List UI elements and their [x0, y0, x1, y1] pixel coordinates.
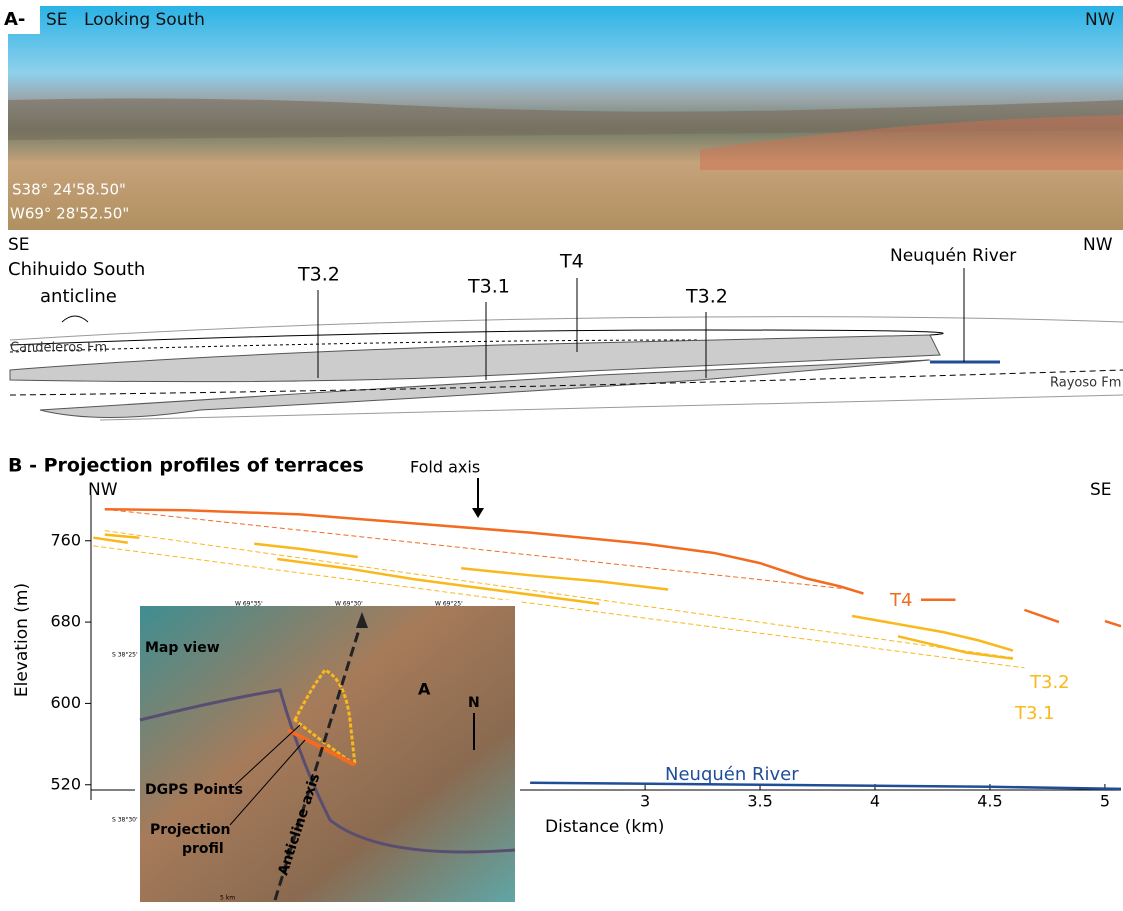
fit-line	[105, 509, 852, 589]
x-tick-label: 4.5	[977, 792, 1002, 811]
y-tick-label: 760	[50, 530, 81, 549]
x-tick-label: 4	[870, 792, 880, 811]
dir: NW	[1083, 235, 1113, 255]
chart-title: B - Projection profiles of terraces	[8, 455, 364, 477]
series-label: T3.2	[1029, 672, 1070, 693]
y-axis-label: Elevation (m)	[12, 583, 32, 697]
series-label: Neuquén River	[665, 764, 799, 785]
fold-arrowhead	[472, 508, 484, 518]
coord: S38° 24'58.50"	[12, 181, 126, 199]
terrace-label: T3.1	[467, 276, 510, 298]
figure-svg: A- SE Looking South NW S38° 24'58.50" W6…	[0, 0, 1123, 911]
river-label: Neuquén River	[890, 246, 1016, 266]
formation: Rayoso Fm	[1050, 376, 1121, 391]
series-label: T4	[889, 590, 912, 611]
figure: A- SE Looking South NW S38° 24'58.50" W6…	[0, 0, 1123, 911]
sketch-line	[10, 317, 1123, 340]
view: Looking South	[84, 10, 205, 30]
y-tick-label: 600	[50, 693, 81, 712]
coord: W 69°25'	[435, 601, 463, 608]
inset-label: Projection	[150, 822, 230, 838]
x-axis-label: Distance (km)	[545, 817, 664, 837]
dir: SE	[8, 235, 30, 255]
series-label: T3.1	[1014, 703, 1055, 724]
terrace-label: T3.2	[297, 264, 340, 286]
dir: SE	[1090, 480, 1112, 500]
dir: SE	[46, 10, 68, 30]
coord: S 38°30'	[112, 817, 138, 824]
dir: NW	[1085, 10, 1115, 30]
x-tick-label: 3.5	[747, 792, 772, 811]
anticline-word: anticline	[40, 286, 117, 307]
coord: W 69°35'	[235, 601, 263, 608]
fold-axis: Fold axis	[410, 458, 480, 477]
series-line	[530, 783, 1121, 789]
inset-label: profil	[182, 841, 224, 857]
terrace-label: T3.2	[685, 286, 728, 308]
north: N	[468, 695, 480, 711]
y-tick-label: 520	[50, 774, 81, 793]
x-tick-label: 5	[1100, 792, 1110, 811]
inset: Map view A N DGPS Points Projection prof…	[112, 600, 520, 907]
fold-symbol	[62, 316, 88, 322]
inset-label: DGPS Points	[145, 782, 243, 798]
x-tick-label: 3	[640, 792, 650, 811]
view-marker: A	[418, 680, 431, 699]
coord: W69° 28'52.50"	[10, 205, 129, 223]
dir: NW	[88, 480, 118, 500]
formation: Candeleros Fm	[10, 341, 107, 356]
anticline-name: Chihuido South	[8, 259, 145, 280]
scale: 5 km	[220, 895, 235, 902]
inset-title: Map view	[145, 640, 220, 656]
coord: W 69°30'	[335, 601, 363, 608]
terrace-label: T4	[559, 251, 584, 273]
y-tick-label: 680	[50, 612, 81, 631]
coord: S 38°25'	[112, 652, 138, 659]
panel-label: A-	[4, 9, 25, 30]
